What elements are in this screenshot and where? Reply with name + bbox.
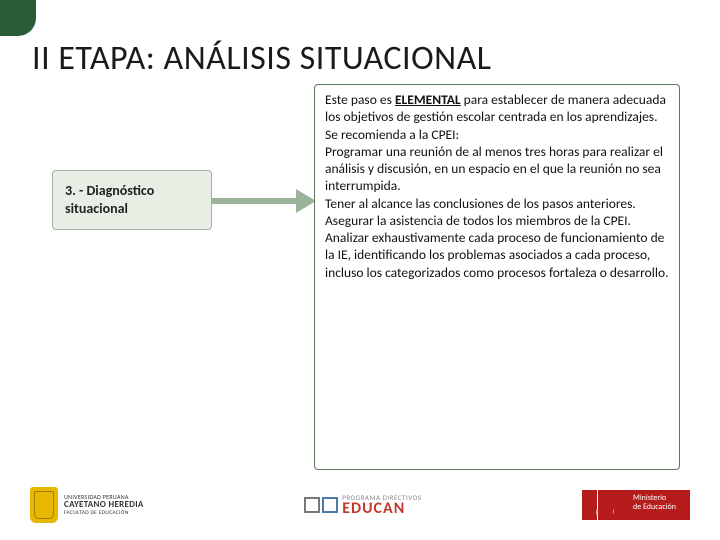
para-4: Analizar exhaustivamente cada proceso de… xyxy=(325,229,669,281)
slide: II ETAPA: ANÁLISIS SITUACIONAL 3. - Diag… xyxy=(0,0,720,540)
intro-strong: ELEMENTAL xyxy=(395,91,461,108)
upch-line2: CAYETANO HEREDIA xyxy=(64,500,144,510)
recommend-line: Se recomienda a la CPEI: xyxy=(325,126,459,143)
peru-flag-icon: PERÚ xyxy=(582,490,628,520)
upch-shield-icon xyxy=(30,487,58,523)
peru-flag-label: PERÚ xyxy=(582,508,628,518)
logo-educan: PROGRAMA DIRECTIVOS EDUCAN xyxy=(304,494,421,517)
description-text: Este paso es ELEMENTAL para establecer d… xyxy=(325,91,669,281)
logo-peru: PERÚ Ministerio de Educación xyxy=(582,490,690,520)
logo-upch: UNIVERSIDAD PERUANA CAYETANO HEREDIA FAC… xyxy=(30,487,144,523)
description-box: Este paso es ELEMENTAL para establecer d… xyxy=(314,84,680,470)
upch-line3: FACULTAD DE EDUCACIÓN xyxy=(64,510,144,516)
slide-title: II ETAPA: ANÁLISIS SITUACIONAL xyxy=(32,38,492,79)
educan-square-blue-icon xyxy=(322,497,338,513)
corner-accent xyxy=(0,0,36,36)
educan-ce-icon xyxy=(304,497,338,513)
para-2: Tener al alcance las conclusiones de los… xyxy=(325,195,636,212)
educan-square-icon xyxy=(304,497,320,513)
intro-prefix: Este paso es xyxy=(325,91,395,108)
peru-mined: Ministerio de Educación xyxy=(628,490,690,520)
upch-text: UNIVERSIDAD PERUANA CAYETANO HEREDIA FAC… xyxy=(64,494,144,517)
mined-line2: de Educación xyxy=(633,503,685,512)
educan-main: EDUCAN xyxy=(342,501,421,517)
footer: UNIVERSIDAD PERUANA CAYETANO HEREDIA FAC… xyxy=(0,480,720,530)
para-3: Asegurar la asistencia de todos los miem… xyxy=(325,212,631,229)
step-box: 3. - Diagnóstico situacional xyxy=(52,170,212,230)
step-box-label: 3. - Diagnóstico situacional xyxy=(65,182,199,218)
arrow-icon xyxy=(212,190,320,212)
para-1: Programar una reunión de al menos tres h… xyxy=(325,143,663,195)
